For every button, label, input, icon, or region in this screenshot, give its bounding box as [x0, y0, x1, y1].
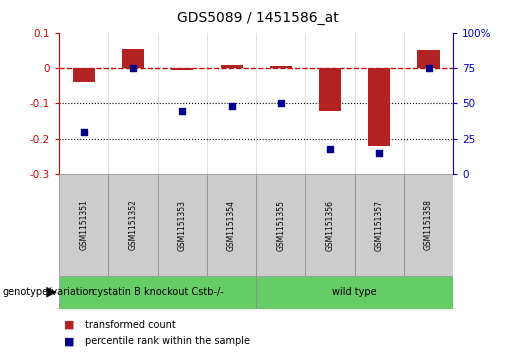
Text: ■: ■ — [64, 336, 75, 346]
Text: GSM1151357: GSM1151357 — [375, 200, 384, 250]
Text: transformed count: transformed count — [85, 320, 176, 330]
Bar — [207, 174, 256, 276]
Point — [129, 65, 137, 71]
Point — [326, 146, 334, 152]
Point — [80, 129, 88, 135]
Bar — [355, 174, 404, 276]
Bar — [404, 174, 453, 276]
Bar — [59, 174, 109, 276]
Bar — [256, 174, 305, 276]
Bar — [73, 68, 95, 82]
Bar — [270, 66, 292, 68]
Text: GDS5089 / 1451586_at: GDS5089 / 1451586_at — [177, 11, 338, 25]
Bar — [319, 68, 341, 110]
Point — [178, 107, 186, 113]
Text: GSM1151356: GSM1151356 — [325, 200, 335, 250]
Bar — [59, 276, 256, 309]
Bar — [305, 174, 355, 276]
Text: percentile rank within the sample: percentile rank within the sample — [85, 336, 250, 346]
Text: ■: ■ — [64, 320, 75, 330]
Point — [228, 103, 236, 109]
Bar — [122, 49, 144, 68]
Bar — [256, 276, 453, 309]
Bar — [220, 65, 243, 68]
Text: wild type: wild type — [332, 287, 377, 297]
Bar — [158, 174, 207, 276]
Text: GSM1151358: GSM1151358 — [424, 200, 433, 250]
Point — [277, 101, 285, 106]
Text: genotype/variation: genotype/variation — [3, 287, 95, 297]
Bar — [418, 50, 440, 68]
Bar — [171, 68, 194, 70]
Point — [424, 65, 433, 71]
Text: GSM1151355: GSM1151355 — [277, 200, 285, 250]
Text: cystatin B knockout Cstb-/-: cystatin B knockout Cstb-/- — [92, 287, 224, 297]
Text: GSM1151354: GSM1151354 — [227, 200, 236, 250]
Text: GSM1151351: GSM1151351 — [79, 200, 89, 250]
Point — [375, 150, 384, 156]
Text: GSM1151352: GSM1151352 — [129, 200, 138, 250]
Bar — [368, 68, 390, 146]
Bar — [109, 174, 158, 276]
Text: GSM1151353: GSM1151353 — [178, 200, 187, 250]
